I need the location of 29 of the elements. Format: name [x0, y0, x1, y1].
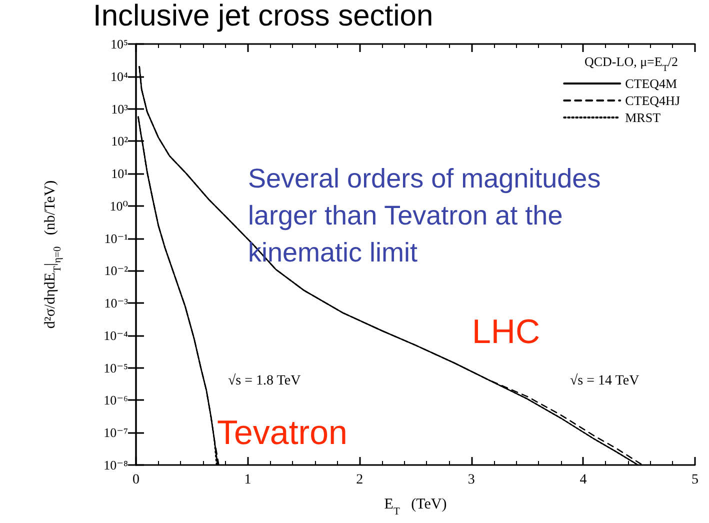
x-tick-label: 4 [580, 472, 587, 488]
annotation: Tevatron [217, 414, 348, 452]
y-tick-label: 10⁻⁷ [104, 425, 128, 440]
y-tick-label: 10⁵ [110, 36, 128, 52]
y-tick-label: 10⁴ [110, 68, 128, 84]
y-tick-label: 10⁻² [104, 263, 128, 278]
annotation: √s = 1.8 TeV [228, 372, 301, 388]
annotation: LHC [472, 313, 540, 351]
x-tick-label: 3 [468, 472, 475, 488]
y-tick-label: 10³ [111, 101, 128, 116]
annotation: √s = 14 TeV [570, 372, 640, 388]
x-tick-label: 2 [356, 472, 364, 488]
x-tick-label: 0 [132, 472, 140, 488]
x-tick-label: 5 [692, 472, 698, 488]
y-tick-label: 10⁻³ [104, 296, 128, 311]
legend-label: CTEQ4M [625, 76, 678, 91]
y-axis-title: d²σ/dηdET|η=0 (nb/TeV) [42, 180, 64, 329]
x-tick-label: 1 [244, 472, 252, 488]
y-tick-label: 10⁻⁴ [104, 328, 128, 343]
y-tick-label: 10¹ [111, 166, 128, 182]
y-tick-label: 10⁻¹ [104, 230, 128, 246]
y-tick-label: 10⁻⁶ [104, 392, 128, 408]
legend-label: MRST [625, 110, 661, 125]
chart-title: Inclusive jet cross section [93, 0, 434, 32]
legend-label: CTEQ4HJ [625, 93, 680, 108]
y-tick-label: 10⁰ [110, 198, 128, 214]
y-tick-label: 10⁻⁵ [104, 360, 128, 376]
y-tick-label: 10² [111, 134, 128, 149]
y-tick-label: 10⁻⁸ [104, 458, 128, 472]
